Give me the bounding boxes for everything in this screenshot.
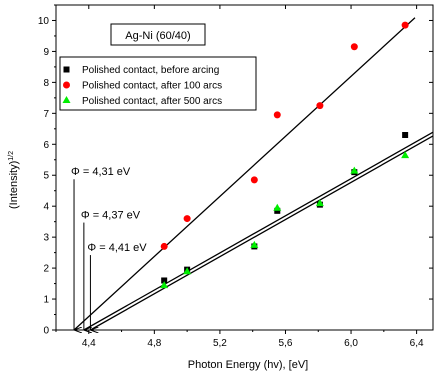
point-after-100-arcs <box>350 43 358 51</box>
threshold-label: Φ = 4,31 eV <box>71 166 131 178</box>
point-after-500-arcs <box>350 166 359 174</box>
y-tick-label: 3 <box>43 233 49 244</box>
y-tick-label: 0 <box>43 326 49 337</box>
x-tick-label: 5,6 <box>279 338 293 349</box>
y-axis-label: (Intensity)1/2 <box>8 151 20 209</box>
legend-marker-before-arcing <box>63 66 70 73</box>
legend-label-after-500-arcs: Polished contact, after 500 arcs <box>82 96 222 107</box>
plot-area <box>55 4 434 331</box>
x-tick-label: 6,0 <box>344 338 358 349</box>
point-after-500-arcs <box>273 203 282 211</box>
x-tick-label: 5,2 <box>213 338 227 349</box>
y-tick-label: 7 <box>43 109 49 120</box>
point-after-100-arcs <box>273 111 281 119</box>
point-after-500-arcs <box>401 151 410 159</box>
fit-line <box>83 131 434 331</box>
legend: Polished contact, before arcing Polished… <box>59 56 257 111</box>
threshold-label: Φ = 4,41 eV <box>87 242 147 254</box>
point-after-100-arcs <box>160 242 168 250</box>
point-after-500-arcs <box>250 240 259 248</box>
threshold-label: Φ = 4,37 eV <box>81 210 141 222</box>
fit-line <box>73 17 416 331</box>
plot-frame <box>55 4 434 331</box>
y-tick-label: 9 <box>43 47 49 58</box>
y-tick-label: 4 <box>43 202 49 213</box>
point-after-100-arcs <box>250 176 258 184</box>
legend-label-before-arcing: Polished contact, before arcing <box>82 65 219 76</box>
point-after-100-arcs <box>316 102 324 110</box>
y-axis-label-exponent: 1/2 <box>8 151 15 161</box>
y-tick-label: 6 <box>43 140 49 151</box>
x-axis-label: Photon Energy (hv), [eV] <box>188 359 308 371</box>
y-tick-label: 8 <box>43 78 49 89</box>
y-tick-label: 5 <box>43 171 49 182</box>
fit-line <box>90 135 434 331</box>
y-axis-label-main: (Intensity) <box>8 161 20 209</box>
x-tick-label: 6,4 <box>410 338 424 349</box>
point-after-500-arcs <box>315 199 324 207</box>
point-after-500-arcs <box>160 281 169 289</box>
point-before-arcing <box>161 277 168 284</box>
legend-marker-after-100-arcs <box>63 81 70 89</box>
legend-box <box>59 56 257 111</box>
legend-label-after-100-arcs: Polished contact, after 100 arcs <box>82 81 222 92</box>
fit-lines <box>73 17 434 331</box>
title-box <box>110 23 206 46</box>
x-tick-label: 4,4 <box>82 338 96 349</box>
x-tick-label: 4,8 <box>147 338 161 349</box>
axes: 4,4 4,8 5,2 5,6 6,0 6,4 0 1 2 3 4 5 6 7 8 9 10 <box>38 4 433 349</box>
legend-marker-after-500-arcs <box>62 96 71 103</box>
point-after-500-arcs <box>183 267 192 275</box>
y-tick-label: 10 <box>38 16 50 27</box>
y-tick-label: 2 <box>43 264 49 275</box>
point-before-arcing <box>274 207 281 214</box>
point-before-arcing <box>402 132 409 138</box>
title-box-text: Ag-Ni (60/40) <box>125 30 190 42</box>
threshold-annotations: Φ = 4,31 eV Φ = 4,37 eV Φ = 4,41 eV <box>71 166 147 330</box>
y-tick-label: 1 <box>43 295 49 306</box>
point-after-100-arcs <box>401 21 409 29</box>
point-after-100-arcs <box>183 215 191 223</box>
data-points <box>160 21 410 289</box>
